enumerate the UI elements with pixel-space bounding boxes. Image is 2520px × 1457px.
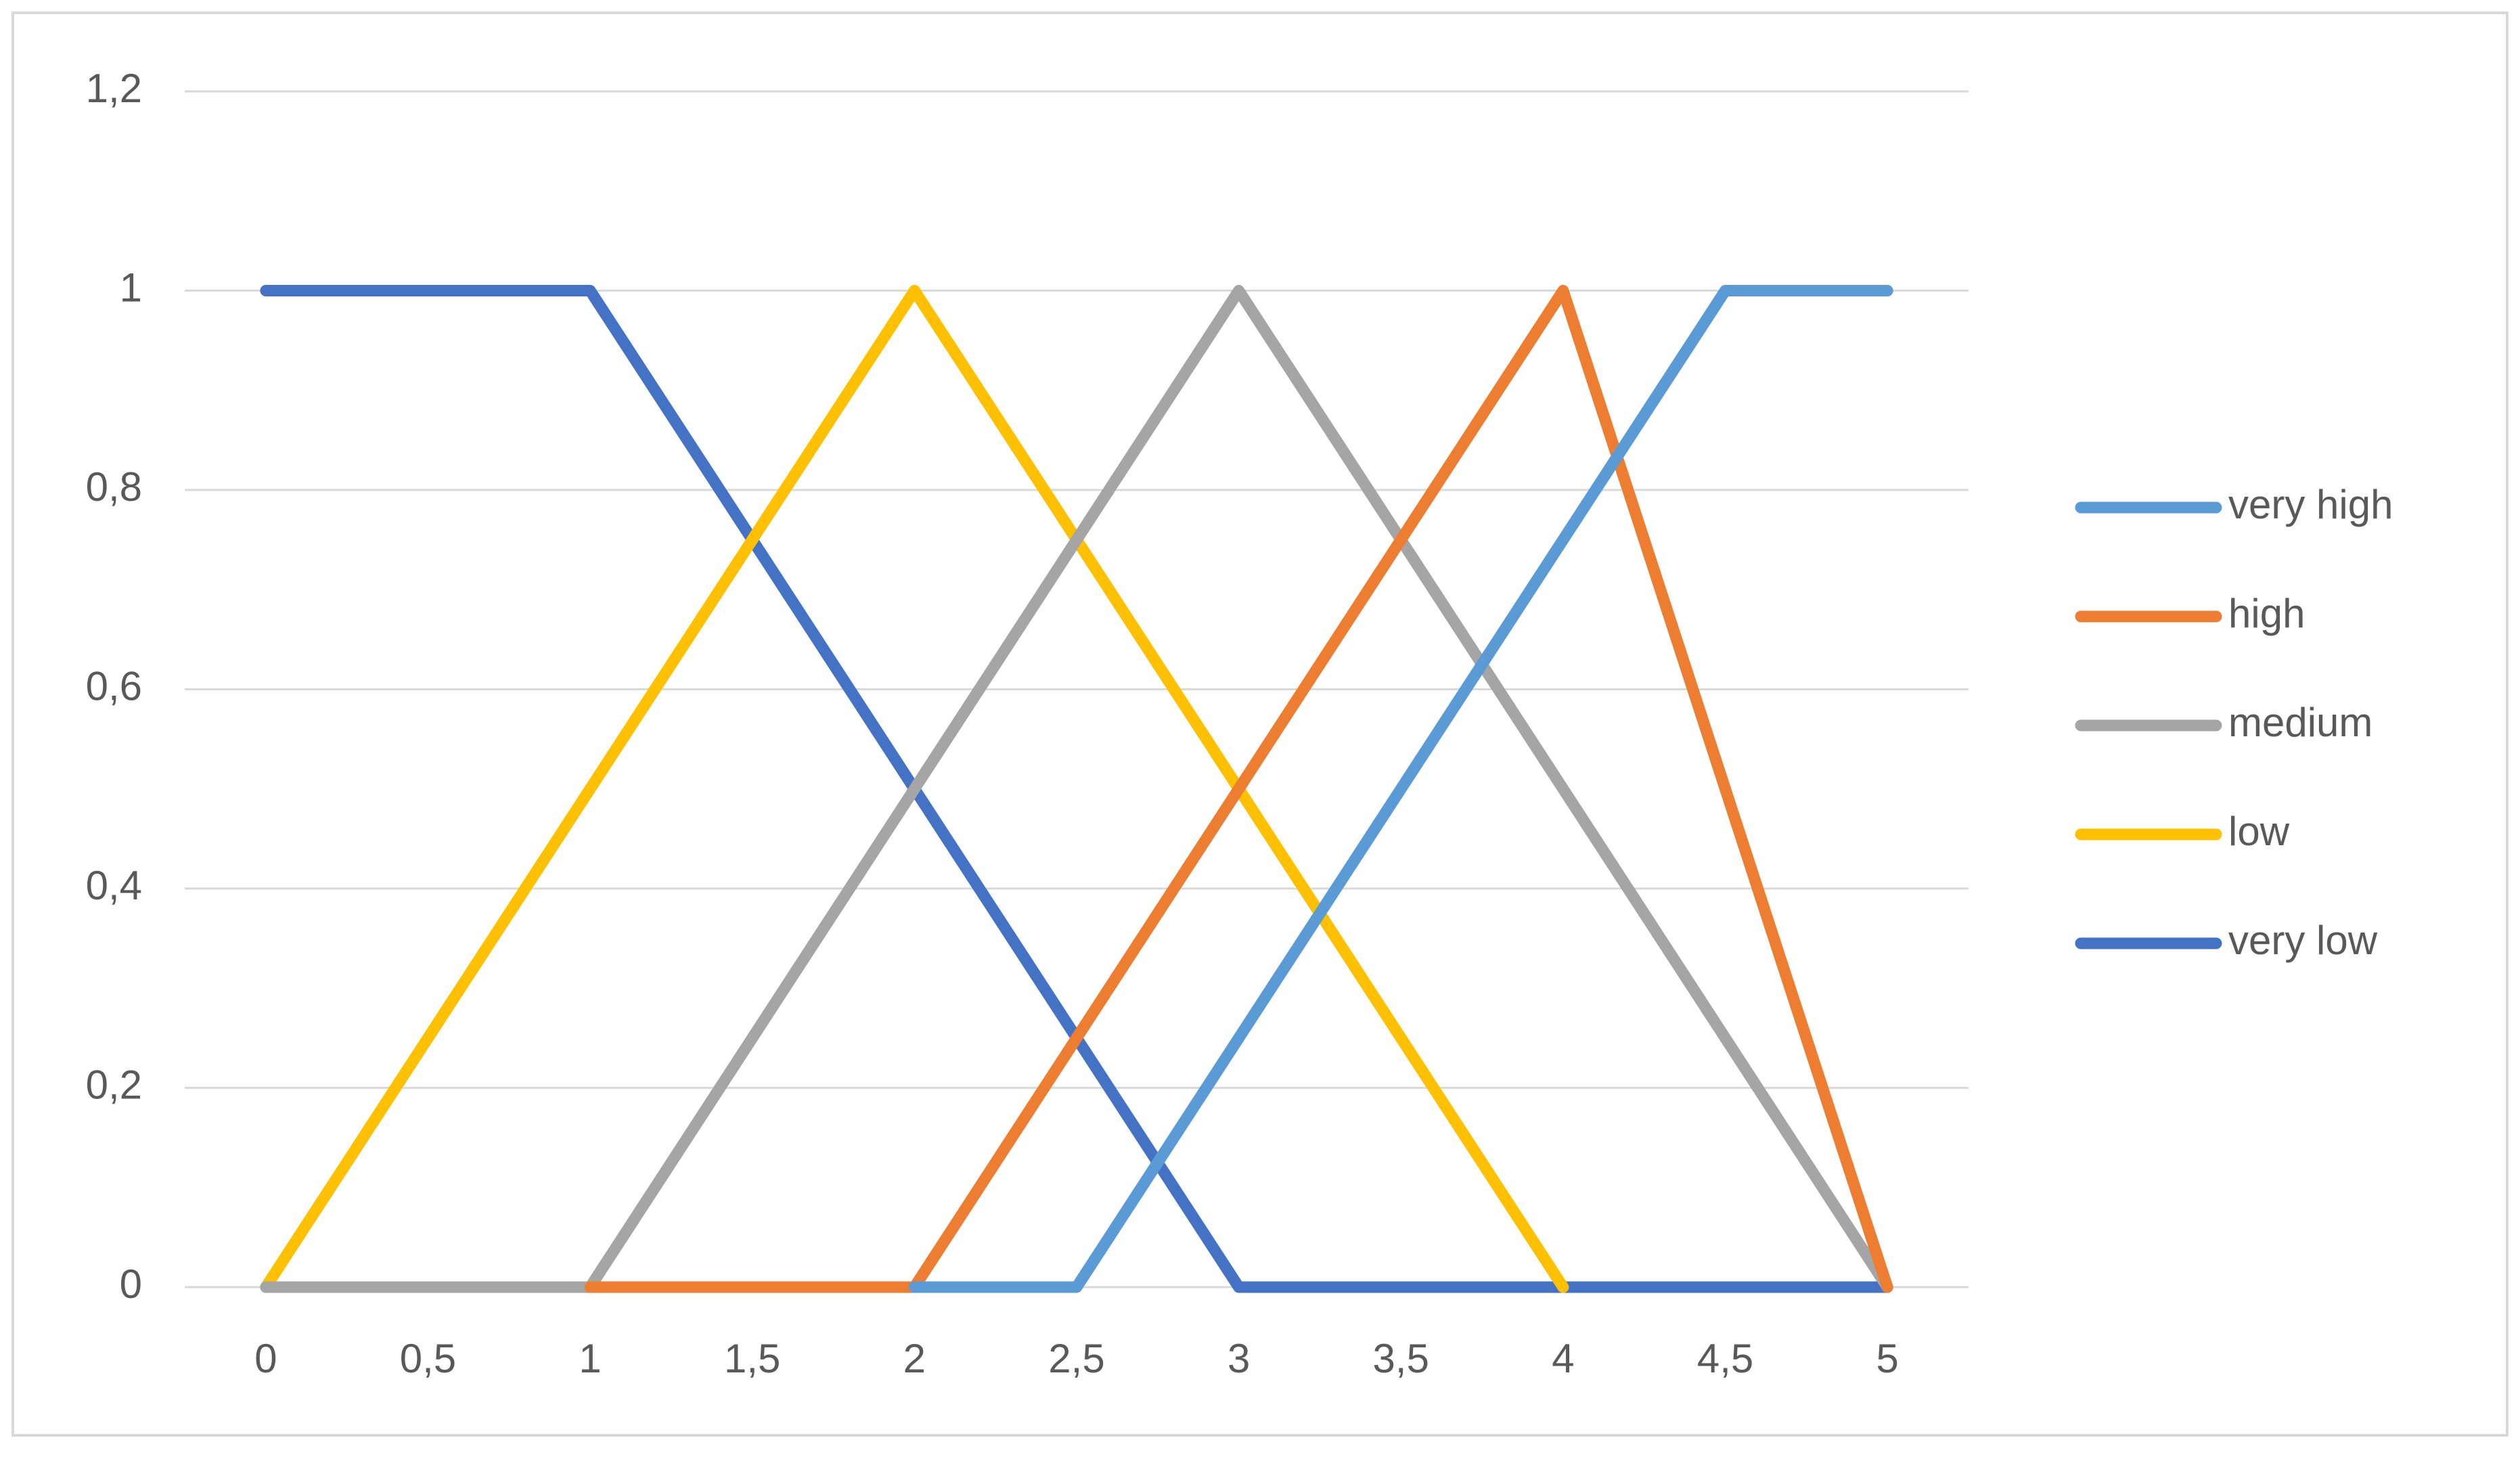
x-tick-label: 2	[903, 1336, 926, 1381]
x-tick-label: 0	[254, 1336, 277, 1381]
x-tick-label: 0,5	[400, 1336, 456, 1381]
x-tick-label: 3,5	[1373, 1336, 1429, 1381]
x-tick-label: 3	[1228, 1336, 1250, 1381]
series-line	[260, 285, 1893, 1293]
x-tick-label: 4,5	[1697, 1336, 1753, 1381]
series-line	[260, 285, 1569, 1293]
y-tick-label: 1	[120, 265, 142, 310]
x-tick-label: 1,5	[724, 1336, 780, 1381]
y-tick-label: 0,4	[86, 863, 142, 908]
series-line	[584, 285, 1893, 1293]
y-tick-label: 0,8	[86, 464, 142, 510]
series-line	[908, 285, 1893, 1293]
legend-label: very high	[2228, 482, 2393, 527]
y-tick-label: 0,2	[86, 1062, 142, 1107]
y-tick-label: 0	[120, 1261, 142, 1307]
legend-label: low	[2228, 809, 2290, 854]
legend-label: medium	[2228, 700, 2372, 745]
x-tick-label: 2,5	[1048, 1336, 1104, 1381]
x-tick-label: 4	[1552, 1336, 1574, 1381]
x-tick-label: 1	[579, 1336, 601, 1381]
y-tick-label: 1,2	[86, 66, 142, 111]
legend-label: very low	[2228, 918, 2378, 963]
y-tick-label: 0,6	[86, 663, 142, 709]
legend-label: high	[2228, 591, 2305, 636]
x-tick-label: 5	[1876, 1336, 1898, 1381]
